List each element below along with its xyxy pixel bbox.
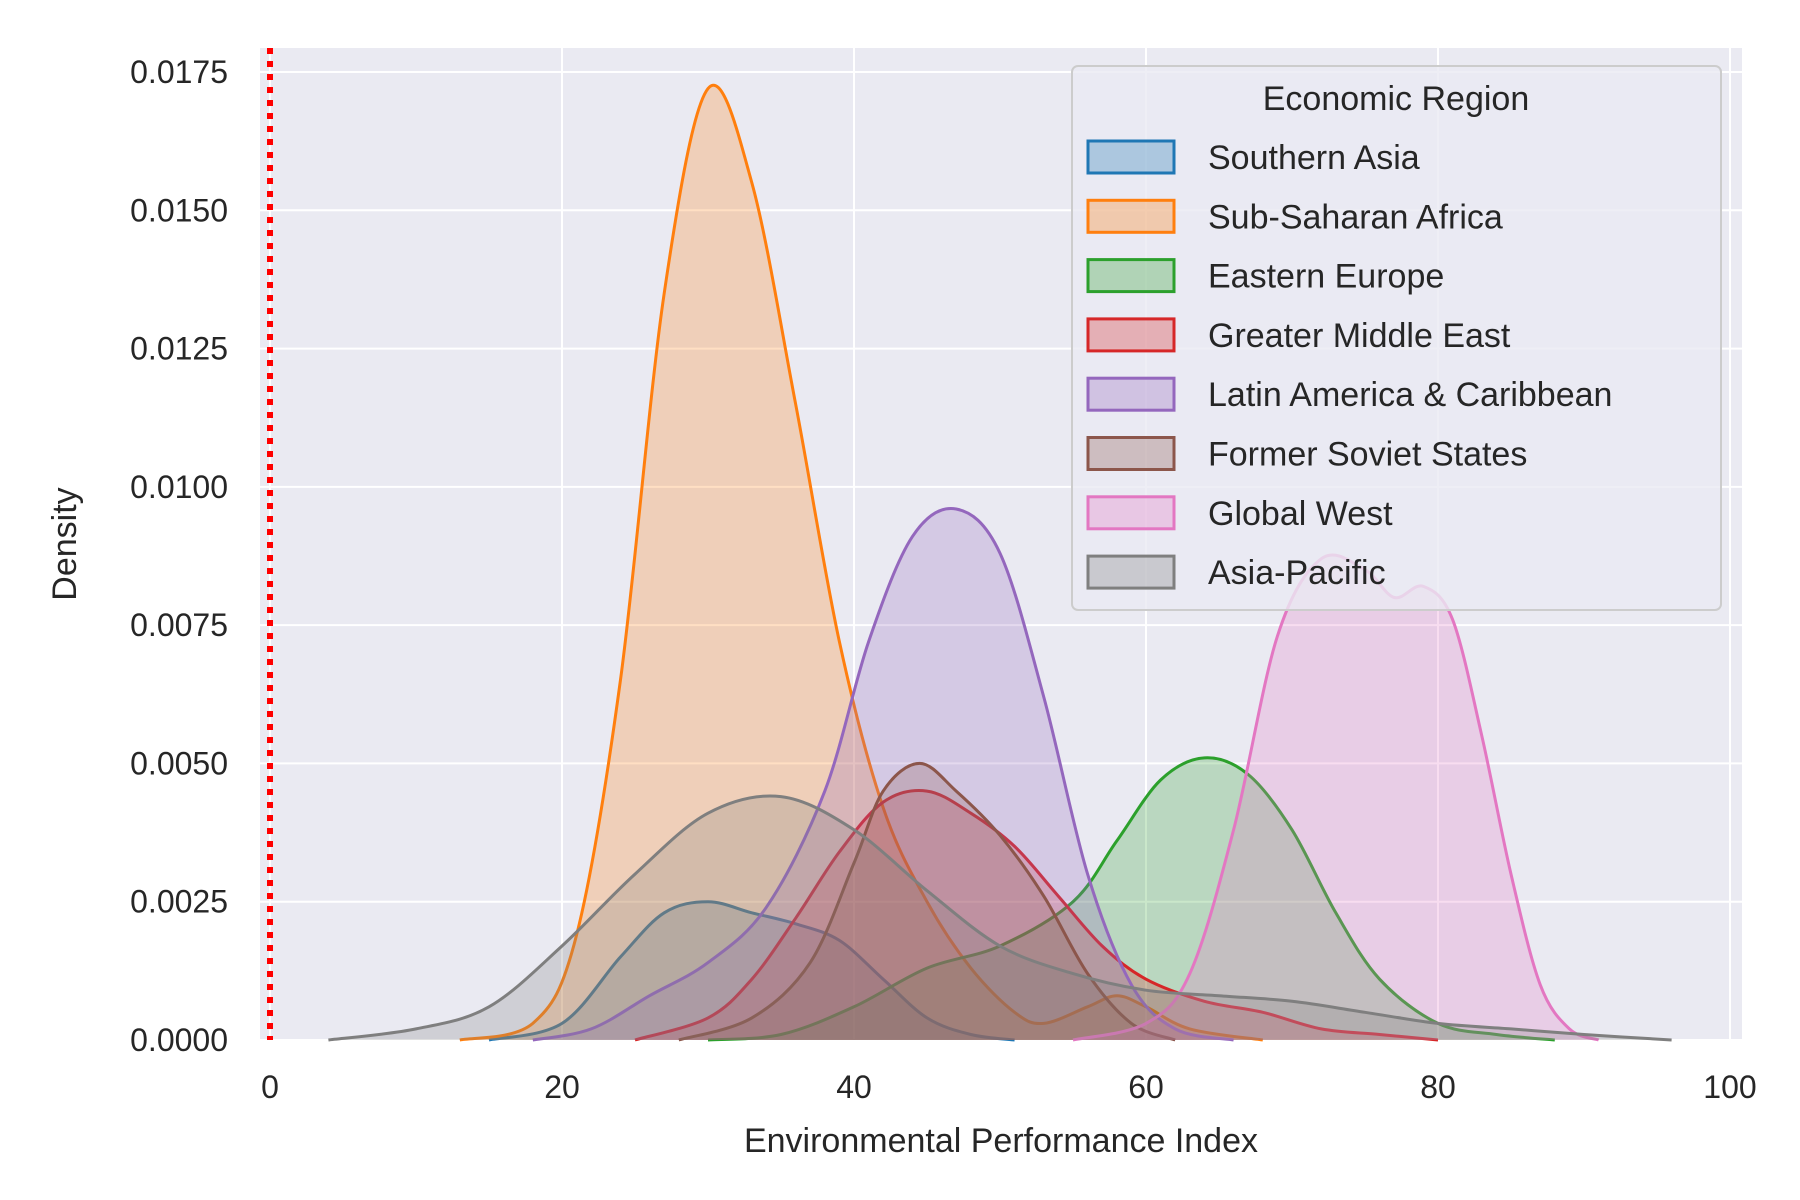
line-asia-pacific (328, 794, 1672, 1042)
legend-label: Former Soviet States (1208, 436, 1527, 474)
y-tick-label: 0.0100 (130, 469, 228, 505)
series-greater-middle-east (634, 789, 1439, 1042)
legend-item: Former Soviet States (1086, 436, 1527, 474)
legend-swatch (1086, 139, 1176, 175)
legend-frame (1071, 65, 1722, 611)
x-tick-label: 40 (836, 1069, 872, 1105)
legend-items: Southern Asia Sub-Saharan Africa Eastern E… (1086, 139, 1612, 592)
legend-swatch (1086, 198, 1176, 234)
y-tick-label: 0.0125 (130, 331, 228, 367)
x-tick-label: 20 (544, 1069, 580, 1105)
legend-item: Sub-Saharan Africa (1086, 198, 1503, 236)
series-sub-saharan-africa (459, 84, 1264, 1042)
legend-label: Sub-Saharan Africa (1208, 198, 1503, 236)
legend-label: Latin America & Caribbean (1208, 376, 1612, 414)
legend-label: Southern Asia (1208, 139, 1420, 177)
legend-item: Eastern Europe (1086, 258, 1444, 296)
legend-item: Greater Middle East (1086, 317, 1511, 355)
area-latin-america-caribbean (532, 508, 1234, 1040)
y-axis-ticks: 0.0000 0.0025 0.0050 0.0075 0.0100 0.0125 0.01… (130, 54, 228, 1058)
series-asia-pacific (328, 794, 1672, 1042)
line-southern-asia (488, 900, 1015, 1042)
legend-item: Asia-Pacific (1086, 554, 1386, 592)
y-tick-label: 0.0050 (130, 745, 228, 781)
legend-swatch (1086, 258, 1176, 294)
x-tick-label: 60 (1128, 1069, 1164, 1105)
y-tick-label: 0.0175 (130, 54, 228, 90)
legend-item: Latin America & Caribbean (1086, 376, 1612, 414)
y-axis-label: Density (46, 487, 84, 600)
line-sub-saharan-africa (459, 84, 1264, 1042)
legend-label: Eastern Europe (1208, 258, 1444, 296)
series-eastern-europe (707, 756, 1555, 1042)
y-tick-label: 0.0025 (130, 884, 228, 920)
legend-swatch (1086, 376, 1176, 412)
legend-item: Southern Asia (1086, 139, 1420, 177)
line-greater-middle-east (634, 789, 1439, 1042)
legend-item: Global West (1086, 495, 1393, 533)
legend-swatch (1086, 495, 1176, 531)
y-tick-label: 0.0075 (130, 607, 228, 643)
x-axis-label: Environmental Performance Index (744, 1122, 1258, 1160)
line-eastern-europe (707, 756, 1555, 1042)
area-asia-pacific (328, 795, 1672, 1040)
series-southern-asia (488, 900, 1015, 1042)
x-tick-label: 100 (1703, 1069, 1756, 1105)
x-tick-label: 80 (1420, 1069, 1456, 1105)
legend-swatch (1086, 554, 1176, 590)
legend-swatch (1086, 436, 1176, 471)
area-southern-asia (489, 901, 1015, 1040)
area-eastern-europe (708, 757, 1555, 1040)
line-former-soviet-states (678, 761, 1176, 1042)
legend: Economic Region Southern Asia Sub-Saharan… (1071, 65, 1722, 611)
series-latin-america-caribbean (532, 506, 1234, 1042)
x-axis-ticks: 0 20 40 60 80 100 (261, 1069, 1757, 1105)
legend-title: Economic Region (1263, 80, 1529, 118)
legend-label: Global West (1208, 495, 1393, 533)
density-series (328, 84, 1672, 1042)
x-tick-label: 0 (261, 1069, 279, 1105)
series-former-soviet-states (678, 761, 1176, 1042)
y-tick-label: 0.0000 (130, 1022, 228, 1058)
line-latin-america-caribbean (532, 506, 1234, 1042)
legend-label: Greater Middle East (1208, 317, 1511, 355)
legend-swatch (1086, 317, 1176, 353)
area-former-soviet-states (678, 763, 1176, 1040)
area-greater-middle-east (635, 790, 1438, 1040)
y-tick-label: 0.0150 (130, 192, 228, 228)
legend-label: Asia-Pacific (1208, 554, 1386, 592)
